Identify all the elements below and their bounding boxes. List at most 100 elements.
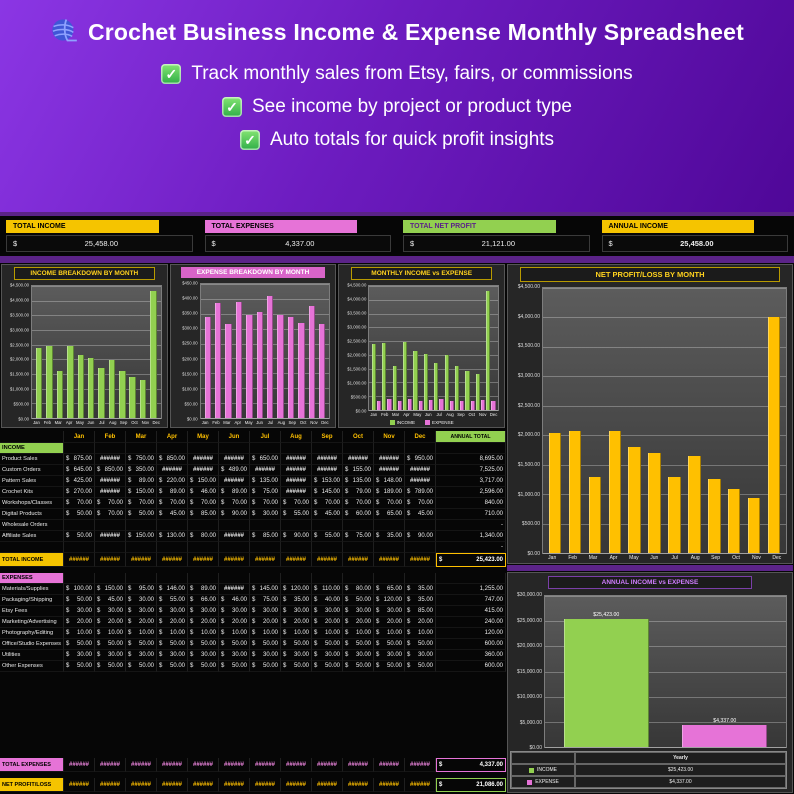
sheet-cell[interactable]: [64, 542, 95, 553]
sheet-cell[interactable]: $120.00: [281, 584, 312, 595]
sheet-cell[interactable]: ######: [95, 531, 126, 542]
sheet-cell[interactable]: $30.00: [188, 650, 219, 661]
sheet-cell[interactable]: [219, 443, 250, 454]
sheet-cell[interactable]: $50.00: [343, 595, 374, 606]
sheet-cell[interactable]: ######: [405, 758, 436, 772]
sheet-cell[interactable]: $50.00: [250, 661, 281, 672]
sheet-cell[interactable]: [188, 443, 219, 454]
sheet-cell[interactable]: $350.00: [126, 465, 157, 476]
sheet-cell[interactable]: ######: [95, 778, 126, 792]
income-section-header[interactable]: INCOME: [0, 443, 64, 454]
sheet-cell[interactable]: [219, 573, 250, 584]
sheet-cell[interactable]: ######: [157, 758, 188, 772]
sheet-cell[interactable]: $50.00: [126, 661, 157, 672]
sheet-cell[interactable]: [219, 520, 250, 531]
sheet-cell[interactable]: ######: [405, 553, 436, 567]
sheet-cell[interactable]: [219, 542, 250, 553]
sheet-cell[interactable]: $70.00: [95, 498, 126, 509]
sheet-cell[interactable]: $50.00: [126, 639, 157, 650]
sheet-cell[interactable]: $30.00: [157, 606, 188, 617]
row-label[interactable]: Wholesale Orders: [0, 520, 64, 531]
sheet-cell[interactable]: $50.00: [157, 661, 188, 672]
sheet-cell[interactable]: $89.00: [188, 584, 219, 595]
sheet-cell[interactable]: ######: [343, 553, 374, 567]
sheet-cell[interactable]: $153.00: [312, 476, 343, 487]
sheet-cell[interactable]: [64, 520, 95, 531]
sheet-cell[interactable]: [250, 573, 281, 584]
sheet-cell[interactable]: ######: [281, 778, 312, 792]
sheet-cell[interactable]: $30.00: [281, 650, 312, 661]
sheet-cell[interactable]: $10.00: [405, 628, 436, 639]
sheet-cell[interactable]: $20.00: [374, 617, 405, 628]
row-label[interactable]: Materials/Supplies: [0, 584, 64, 595]
sheet-cell[interactable]: $45.00: [157, 509, 188, 520]
sheet-cell[interactable]: Jul: [250, 431, 281, 443]
sheet-cell[interactable]: [157, 573, 188, 584]
sheet-cell[interactable]: $950.00: [405, 454, 436, 465]
sheet-cell[interactable]: $789.00: [405, 487, 436, 498]
sheet-cell[interactable]: $10.00: [126, 628, 157, 639]
sheet-cell[interactable]: $50.00: [374, 639, 405, 650]
sheet-cell[interactable]: [95, 520, 126, 531]
sheet-cell[interactable]: $20.00: [405, 617, 436, 628]
sheet-cell[interactable]: ######: [343, 778, 374, 792]
sheet-cell[interactable]: Aug: [281, 431, 312, 443]
sheet-cell[interactable]: ######: [95, 487, 126, 498]
sheet-cell[interactable]: [374, 573, 405, 584]
annual-total-cell[interactable]: 600.00: [436, 661, 506, 672]
sheet-cell[interactable]: $30.00: [374, 650, 405, 661]
annual-total-cell[interactable]: $25,423.00: [436, 553, 506, 567]
sheet-cell[interactable]: $40.00: [312, 595, 343, 606]
sheet-cell[interactable]: $50.00: [64, 509, 95, 520]
sheet-cell[interactable]: [188, 520, 219, 531]
annual-total-cell[interactable]: 7,525.00: [436, 465, 506, 476]
row-label[interactable]: Digital Products: [0, 509, 64, 520]
sheet-cell[interactable]: $46.00: [219, 595, 250, 606]
sheet-cell[interactable]: Mar: [126, 431, 157, 443]
sheet-cell[interactable]: [405, 573, 436, 584]
sheet-cell[interactable]: $70.00: [188, 498, 219, 509]
sheet-cell[interactable]: ######: [219, 778, 250, 792]
sheet-cell[interactable]: $20.00: [281, 617, 312, 628]
sheet-cell[interactable]: ######: [281, 758, 312, 772]
sheet-cell[interactable]: ######: [188, 778, 219, 792]
sheet-cell[interactable]: [343, 542, 374, 553]
sheet-cell[interactable]: ######: [405, 778, 436, 792]
sheet-cell[interactable]: [281, 542, 312, 553]
sheet-cell[interactable]: $145.00: [250, 584, 281, 595]
sheet-cell[interactable]: $30.00: [219, 650, 250, 661]
sheet-cell[interactable]: $70.00: [250, 498, 281, 509]
sheet-cell[interactable]: ######: [126, 553, 157, 567]
total-income-label[interactable]: TOTAL INCOME: [0, 553, 64, 567]
sheet-cell[interactable]: $148.00: [374, 476, 405, 487]
sheet-cell[interactable]: $90.00: [219, 509, 250, 520]
annual-total-cell[interactable]: $4,337.00: [436, 758, 506, 772]
sheet-cell[interactable]: $70.00: [95, 509, 126, 520]
sheet-cell[interactable]: $30.00: [312, 606, 343, 617]
sheet-cell[interactable]: ######: [312, 758, 343, 772]
sheet-cell[interactable]: ######: [374, 778, 405, 792]
sheet-cell[interactable]: [126, 520, 157, 531]
row-label[interactable]: Utilities: [0, 650, 64, 661]
sheet-cell[interactable]: $30.00: [64, 606, 95, 617]
sheet-cell[interactable]: Apr: [157, 431, 188, 443]
sheet-cell[interactable]: $66.00: [188, 595, 219, 606]
sheet-cell[interactable]: Jun: [219, 431, 250, 443]
annual-total-cell[interactable]: 1,340.00: [436, 531, 506, 542]
sheet-cell[interactable]: $50.00: [312, 661, 343, 672]
sheet-cell[interactable]: $50.00: [343, 639, 374, 650]
sheet-cell[interactable]: $10.00: [64, 628, 95, 639]
sheet-cell[interactable]: $850.00: [95, 465, 126, 476]
sheet-cell[interactable]: $10.00: [157, 628, 188, 639]
row-label[interactable]: Other Expenses: [0, 661, 64, 672]
sheet-cell[interactable]: $75.00: [250, 595, 281, 606]
sheet-cell[interactable]: [343, 443, 374, 454]
sheet-cell[interactable]: $35.00: [405, 595, 436, 606]
sheet-cell[interactable]: $20.00: [343, 617, 374, 628]
sheet-cell[interactable]: $20.00: [219, 617, 250, 628]
sheet-cell[interactable]: $30.00: [157, 650, 188, 661]
sheet-cell[interactable]: $50.00: [405, 661, 436, 672]
sheet-cell[interactable]: $70.00: [219, 498, 250, 509]
sheet-cell[interactable]: $90.00: [281, 531, 312, 542]
sheet-cell[interactable]: $155.00: [343, 465, 374, 476]
